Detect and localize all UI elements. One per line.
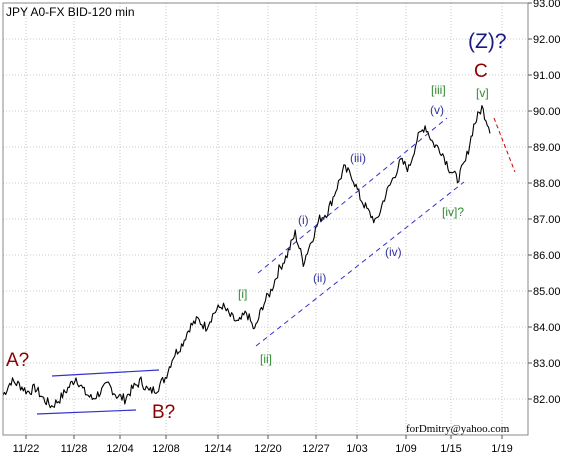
wave-label-iv-paren: (iv) xyxy=(385,245,402,259)
y-tick-label: 86.00 xyxy=(533,250,561,262)
x-tick-label: 12/20 xyxy=(254,443,282,455)
y-tick-label: 87.00 xyxy=(533,214,561,226)
rising-channel-lower xyxy=(255,181,465,347)
wave-label-z: (Z)? xyxy=(468,30,507,53)
wave-label-b: B? xyxy=(152,402,175,423)
wave-label-iii-square: [iii] xyxy=(431,83,446,97)
y-tick-label: 90.00 xyxy=(533,106,561,118)
y-tick-label: 82.00 xyxy=(533,394,561,406)
wave-label-v-paren: (v) xyxy=(430,103,444,117)
x-tick-label: 11/22 xyxy=(13,443,40,455)
wave-label-iv-square: [iv]? xyxy=(442,205,464,219)
x-tick-label: 1/09 xyxy=(395,443,416,455)
chart-title: JPY A0-FX BID-120 min xyxy=(6,5,135,19)
x-tick-label: 1/03 xyxy=(346,443,367,455)
x-tick-label: 12/08 xyxy=(152,443,180,455)
y-tick-label: 83.00 xyxy=(533,358,561,370)
wave-label-ii-paren: (ii) xyxy=(313,271,326,285)
wave-label-iii-paren: (iii) xyxy=(350,151,366,165)
y-tick-label: 89.00 xyxy=(533,142,561,154)
y-tick-label: 91.00 xyxy=(533,70,561,82)
wave-label-i-square: [i] xyxy=(238,287,247,301)
price-line xyxy=(2,105,491,409)
flat-channel-lower xyxy=(36,409,137,415)
y-tick-label: 84.00 xyxy=(533,322,561,334)
trend-channels xyxy=(36,117,516,415)
x-tick-label: 11/28 xyxy=(61,443,88,455)
y-tick-label: 92.00 xyxy=(533,34,561,46)
wave-label-ii-square: [ii] xyxy=(260,352,272,366)
x-tick-label: 1/15 xyxy=(440,443,461,455)
y-tick-label: 85.00 xyxy=(533,286,561,298)
y-tick-label: 93.00 xyxy=(533,0,561,10)
wave-label-a: A? xyxy=(6,350,29,371)
wave-label-i-paren: (i) xyxy=(298,213,309,227)
grid-lines xyxy=(3,2,528,435)
credit-label: forDmitry@yahoo.com xyxy=(406,423,510,435)
x-tick-label: 12/27 xyxy=(302,443,330,455)
x-tick-label: 1/19 xyxy=(491,443,512,455)
projection-arrow xyxy=(493,117,516,173)
wave-label-v-square: [v] xyxy=(476,86,489,100)
rising-channel-upper xyxy=(257,117,448,274)
y-tick-label: 88.00 xyxy=(533,178,561,190)
x-tick-label: 12/14 xyxy=(204,443,232,455)
x-tick-label: 12/04 xyxy=(106,443,134,455)
flat-channel-upper xyxy=(51,369,160,377)
wave-label-c: C xyxy=(474,61,488,82)
x-axis: 11/22 11/28 12/04 12/08 12/14 12/20 12/27 1/03 1… xyxy=(13,435,513,455)
y-axis: 82.00 83.00 84.00 85.00 86.00 87.00 88.00 89.00… xyxy=(528,0,561,406)
